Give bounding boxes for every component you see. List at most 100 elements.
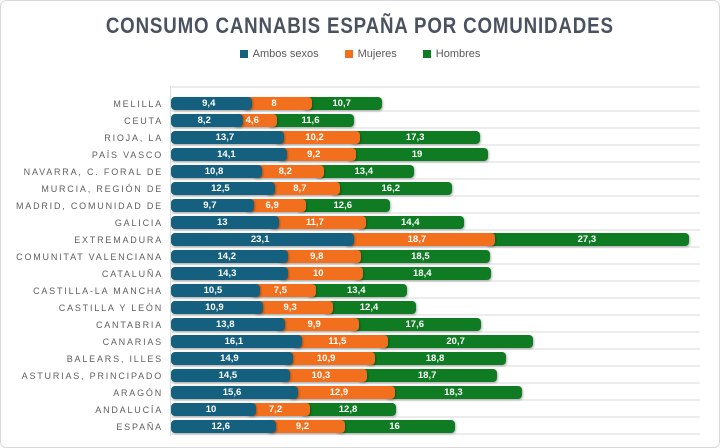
value-label: 6,9 <box>265 200 279 211</box>
value-label: 9,4 <box>202 98 216 109</box>
legend-item-ambos-sexos: Ambos sexos <box>239 48 319 60</box>
bar-segment-mujeres: 7,5 <box>249 284 316 297</box>
gridline <box>171 195 700 197</box>
bar-segment-hombres: 19 <box>345 148 489 161</box>
bar-segment-hombres: 16 <box>334 420 455 433</box>
bar-segment-mujeres: 9,2 <box>265 420 345 433</box>
value-label: 10,7 <box>332 98 351 109</box>
legend-item-hombres: Hombres <box>422 48 480 60</box>
legend-label-ambos-sexos: Ambos sexos <box>252 48 319 60</box>
value-label: 10,9 <box>205 302 224 313</box>
value-label: 10,8 <box>204 166 224 177</box>
category-label: BALEARS, ILLES <box>66 354 163 364</box>
bar-segment-ambos-sexos: 14,3 <box>171 267 289 280</box>
gridline <box>171 263 700 265</box>
bar-segment-ambos-sexos: 16,1 <box>171 335 302 348</box>
bar-segment-ambos-sexos: 10,9 <box>171 301 263 314</box>
bar-segment-ambos-sexos: 14,5 <box>171 369 290 382</box>
table-row: ANDALUCÍA 10 7,2 12,8 <box>1 402 719 419</box>
chart-title-text: CONSUMO CANNABIS ESPAÑA POR COMUNIDADES <box>106 13 614 38</box>
bar-segment-mujeres: 9,3 <box>252 301 333 314</box>
bar-segment-ambos-sexos: 13 <box>171 216 279 229</box>
value-label: 13 <box>216 217 228 228</box>
gridline <box>171 348 700 350</box>
gridline <box>171 331 700 333</box>
value-label: 13,4 <box>354 166 374 177</box>
category-label: ASTURIAS, PRINCIPADO <box>21 371 163 381</box>
table-row: CEUTA 8,2 4,6 11,6 <box>1 113 719 130</box>
bar-track: 10,5 7,5 13,4 <box>170 283 700 300</box>
bar-track: 16,1 11,5 20,7 <box>170 334 700 351</box>
bar-segment-hombres: 18,4 <box>353 267 492 280</box>
chart-legend: Ambos sexos Mujeres Hombres <box>1 47 719 61</box>
bar-segment-hombres: 12,6 <box>295 199 390 212</box>
legend-item-mujeres: Mujeres <box>344 48 397 60</box>
category-label: CANTABRIA <box>95 320 163 330</box>
bar-segment-mujeres: 10,9 <box>282 352 375 365</box>
table-row: COMUNITAT VALENCIANA 14,2 9,8 18,5 <box>1 249 719 266</box>
bar-segment-hombres: 12,8 <box>300 403 396 416</box>
bar-segment-ambos-sexos: 10,5 <box>171 284 260 297</box>
gridline <box>171 144 700 146</box>
category-label: ESPAÑA <box>116 422 163 432</box>
bar-segment-hombres: 17,3 <box>350 131 480 144</box>
bar-segment-ambos-sexos: 10,8 <box>171 165 262 178</box>
value-label: 14,1 <box>217 149 236 160</box>
value-label: 7,2 <box>268 404 283 415</box>
gridline <box>171 161 700 163</box>
table-row: MADRID, COMUNIDAD DE 9,7 6,9 12,6 <box>1 198 719 215</box>
value-label: 11,6 <box>301 115 320 126</box>
bar-track: 13,8 9,9 17,6 <box>170 317 700 334</box>
bar-track: 10,9 9,3 12,4 <box>170 300 700 317</box>
table-row: ASTURIAS, PRINCIPADO 14,5 10,3 18,7 <box>1 368 719 385</box>
bar-segment-mujeres: 11,5 <box>291 335 388 348</box>
value-label: 18,5 <box>411 251 430 262</box>
bar-segment-hombres: 11,6 <box>267 114 354 127</box>
bar-track: 14,3 10 18,4 <box>170 266 700 283</box>
bar-segment-hombres: 27,3 <box>484 233 690 246</box>
category-label: CASTILLA-LA MANCHA <box>33 286 163 296</box>
value-label: 14,9 <box>220 353 239 364</box>
value-label: 7,5 <box>273 285 287 296</box>
table-row: CANTABRIA 13,8 9,9 17,6 <box>1 317 719 334</box>
category-label: MELILLA <box>113 99 163 109</box>
value-label: 8,2 <box>278 166 292 177</box>
gridline <box>171 416 700 418</box>
value-label: 12,5 <box>211 183 230 194</box>
gridline <box>171 229 700 231</box>
value-label: 12,4 <box>359 302 379 313</box>
legend-swatch-hombres <box>422 50 431 58</box>
table-row: CATALUÑA 14,3 10 18,4 <box>1 266 719 283</box>
bar-segment-ambos-sexos: 10 <box>171 403 256 416</box>
value-label: 8,2 <box>197 115 211 126</box>
value-label: 9,8 <box>310 251 324 262</box>
category-label: COMUNITAT VALENCIANA <box>16 252 163 262</box>
bar-segment-hombres: 14,4 <box>356 216 465 229</box>
category-label: PAÍS VASCO <box>91 150 163 160</box>
value-label: 18,8 <box>425 353 445 364</box>
category-label: NAVARRA, C. FORAL DE <box>23 167 163 177</box>
table-row: MURCIA, REGIÓN DE 12,5 8,7 16,2 <box>1 181 719 198</box>
value-label: 14,4 <box>401 217 420 228</box>
value-label: 9,3 <box>283 302 297 313</box>
category-label: MADRID, COMUNIDAD DE <box>15 201 163 211</box>
bar-track: 12,6 9,2 16 <box>170 419 700 436</box>
bar-segment-mujeres: 10 <box>278 267 364 280</box>
category-label: ARAGÓN <box>113 388 163 398</box>
bar-track: 9,7 6,9 12,6 <box>170 198 700 215</box>
bar-segment-mujeres: 9,2 <box>276 148 356 161</box>
value-label: 18,4 <box>413 268 432 279</box>
table-row: CASTILLA Y LEÓN 10,9 9,3 12,4 <box>1 300 719 317</box>
chart-title: CONSUMO CANNABIS ESPAÑA POR COMUNIDADES <box>1 13 719 38</box>
bar-track: 14,2 9,8 18,5 <box>170 249 700 266</box>
category-label: CEUTA <box>124 116 163 126</box>
bar-track: 13 11,7 14,4 <box>170 215 700 232</box>
bar-segment-hombres: 18,3 <box>384 386 522 399</box>
table-row: MELILLA 9,4 8 10,7 <box>1 96 719 113</box>
table-row: EXTREMADURA 23,1 18,7 27,3 <box>1 232 719 249</box>
table-row: CANARIAS 16,1 11,5 20,7 <box>1 334 719 351</box>
bar-track: 13,7 10,2 17,3 <box>170 130 700 147</box>
value-label: 19 <box>411 149 423 160</box>
bar-segment-ambos-sexos: 23,1 <box>171 233 355 246</box>
bar-segment-hombres: 17,6 <box>348 318 481 331</box>
